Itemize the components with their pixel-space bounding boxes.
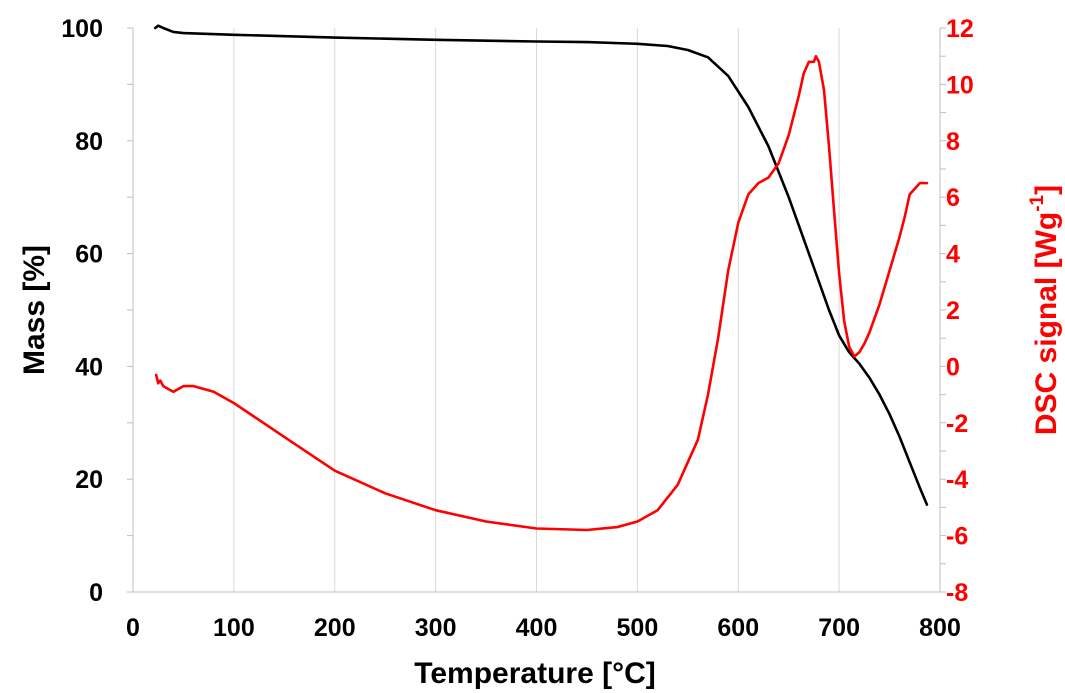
y-right-tick-label: 8 xyxy=(946,128,960,156)
x-tick-label: 800 xyxy=(919,614,961,642)
y-left-tick-label: 20 xyxy=(75,466,103,494)
y-right-title-end: ] xyxy=(1030,185,1063,195)
y-left-tick-label: 60 xyxy=(75,241,103,269)
y-right-title-main: DSC signal [Wg xyxy=(1030,212,1063,435)
y-right-tick-label: -4 xyxy=(946,466,968,494)
x-tick-label: 700 xyxy=(818,614,860,642)
x-tick-label: 600 xyxy=(717,614,759,642)
x-tick-label: 500 xyxy=(617,614,659,642)
x-tick-label: 100 xyxy=(213,614,255,642)
y-right-tick-label: 10 xyxy=(946,71,974,99)
y-right-tick-label: 12 xyxy=(946,15,974,43)
series-layer xyxy=(153,24,929,532)
y-right-tick-label: 2 xyxy=(946,297,960,325)
x-tick-label: 200 xyxy=(314,614,356,642)
axes xyxy=(127,27,946,593)
y-right-tick-label: -2 xyxy=(946,410,968,438)
dsc-signal-line xyxy=(154,54,929,532)
tick-labels: 0 100 200 300 400 500 600 700 800020406080100-8-… xyxy=(61,15,974,642)
x-tick-label: 300 xyxy=(415,614,457,642)
y-left-axis-title: Mass [%] xyxy=(18,245,51,375)
x-axis-title: Temperature [°C] xyxy=(414,657,655,690)
y-right-tick-label: -8 xyxy=(946,579,968,607)
y-left-tick-label: 40 xyxy=(75,353,103,381)
y-right-tick-label: 6 xyxy=(946,184,960,212)
y-right-tick-label: 0 xyxy=(946,353,960,381)
y-right-tick-label: -6 xyxy=(946,523,968,551)
y-left-tick-label: 80 xyxy=(75,128,103,156)
vertical-gridlines xyxy=(233,28,941,592)
y-right-title-sup: -1 xyxy=(1027,194,1048,211)
y-right-tick-label: 4 xyxy=(946,241,960,269)
x-tick-label: 400 xyxy=(516,614,558,642)
y-right-axis-title: DSC signal [Wg-1] xyxy=(1027,185,1063,435)
y-left-tick-label: 0 xyxy=(89,579,103,607)
x-tick-label: 0 xyxy=(126,614,140,642)
mass-line xyxy=(153,24,929,506)
y-left-tick-label: 100 xyxy=(61,15,103,43)
